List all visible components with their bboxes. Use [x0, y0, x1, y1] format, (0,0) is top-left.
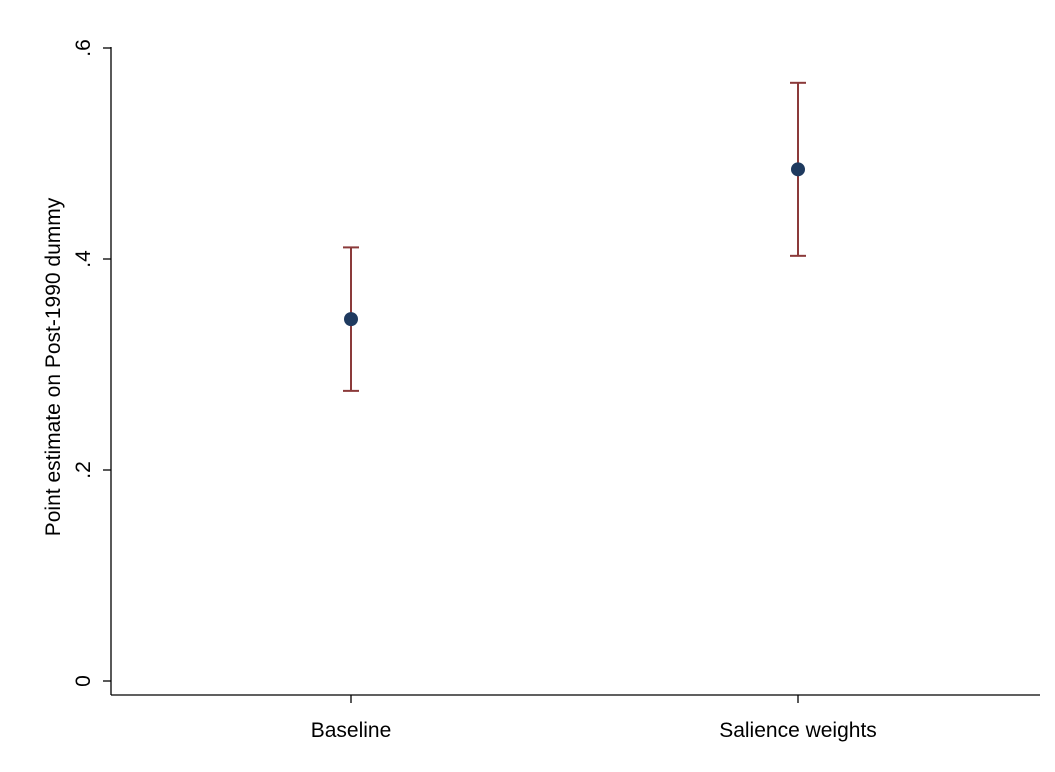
y-tick-label: .6	[72, 39, 95, 57]
y-axis-label: Point estimate on Post-1990 dummy	[42, 197, 65, 536]
data-point	[344, 312, 358, 327]
axes: 0 .2 .4 .6 Baseline Salience weights	[72, 39, 1040, 742]
y-tick-label: .4	[72, 250, 95, 268]
y-tick-label: 0	[72, 675, 95, 687]
x-tick-label: Baseline	[311, 719, 392, 742]
y-tick-label: .2	[72, 461, 95, 479]
chart-marks	[343, 81, 806, 392]
x-tick-label: Salience weights	[719, 719, 877, 742]
data-point	[791, 162, 805, 177]
